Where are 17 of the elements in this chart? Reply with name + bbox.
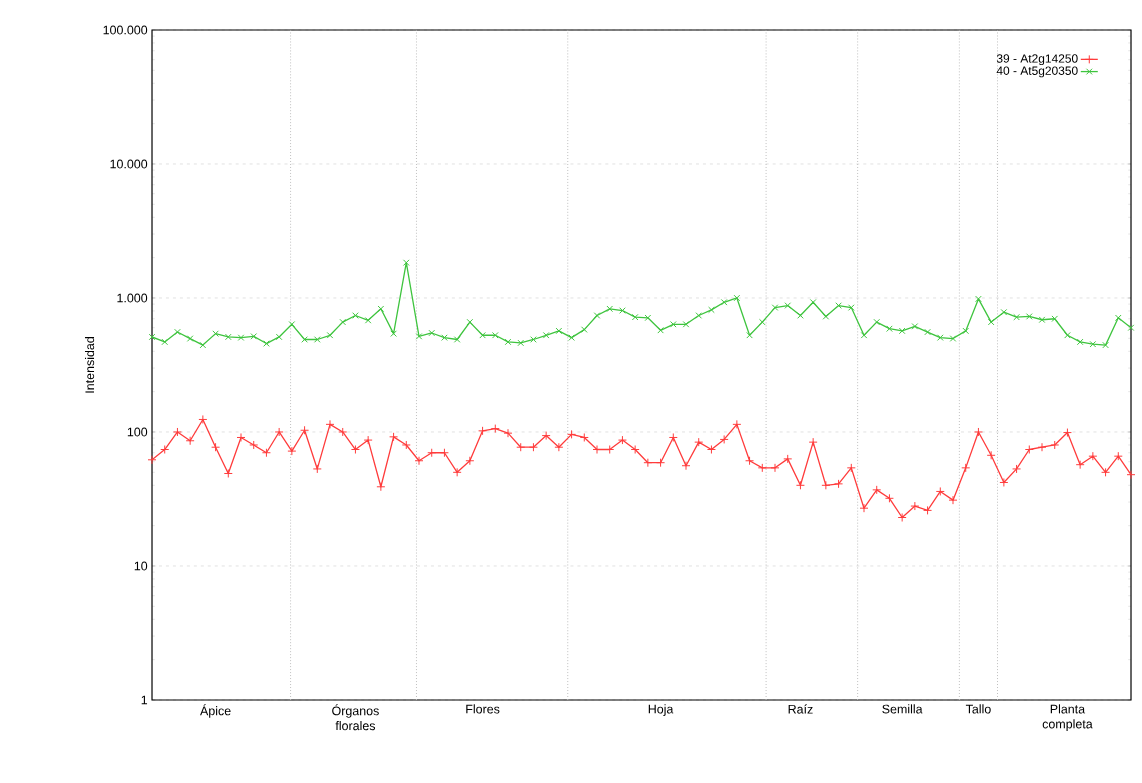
x-tick-label: Raíz (788, 704, 813, 714)
y-tick-label: 10 (134, 561, 148, 571)
x-tick-label: Planta completa (1042, 704, 1093, 731)
x-tick-label: Semilla (882, 704, 923, 714)
legend-label: 39 - At2g14250 (996, 54, 1078, 66)
x-tick-label: Órganos florales (332, 704, 379, 731)
x-tick-label: Tallo (965, 704, 991, 714)
x-tick-label: Hoja (648, 704, 674, 716)
y-tick-label: 1 (141, 695, 148, 705)
y-tick-label: 100.000 (103, 25, 148, 35)
y-tick-label: 10.000 (110, 159, 148, 169)
x-tick-label: Ápice (200, 704, 231, 718)
y-tick-label: 1.000 (117, 293, 148, 303)
x-tick-label: Flores (466, 704, 500, 714)
legend-label: 40 - At5g20350 (996, 66, 1078, 78)
y-tick-label: 100 (127, 427, 148, 437)
y-axis-title: Intensidad (84, 337, 95, 393)
